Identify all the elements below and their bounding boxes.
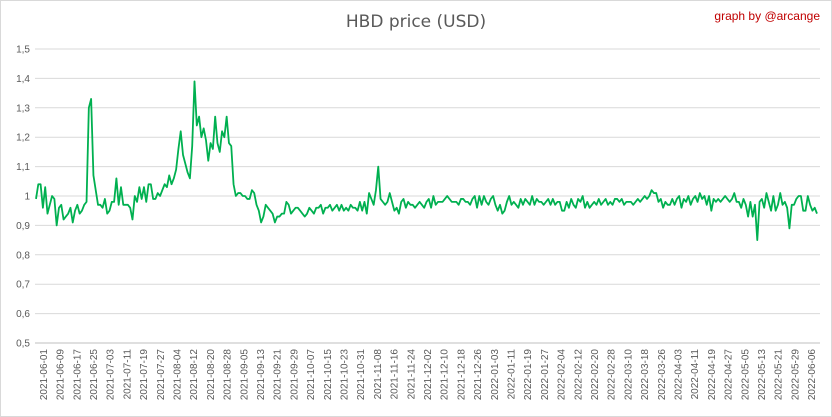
x-tick-label: 2022-02-20 xyxy=(590,349,601,401)
y-tick-label: 1 xyxy=(24,192,30,203)
y-tick-label: 0,7 xyxy=(16,280,30,291)
y-tick-label: 1,4 xyxy=(16,74,30,85)
x-tick-label: 2021-07-03 xyxy=(106,349,117,401)
x-tick-label: 2021-07-11 xyxy=(122,349,133,400)
x-tick-label: 2021-11-08 xyxy=(373,349,384,400)
x-tick-label: 2021-09-05 xyxy=(239,349,250,401)
x-tick-label: 2021-07-27 xyxy=(156,349,167,401)
x-tick-label: 2021-08-12 xyxy=(189,349,200,401)
series-line-hbd-price xyxy=(35,80,818,242)
x-tick-label: 2022-02-04 xyxy=(557,349,568,401)
x-tick-label: 2021-07-19 xyxy=(139,349,150,401)
chart-title: HBD price (USD) xyxy=(345,12,487,32)
x-tick-label: 2021-09-29 xyxy=(289,349,300,401)
x-axis-ticks: 2021-06-01 2021-06-09 2021-06-17 2021-06-25… xyxy=(39,349,818,401)
x-tick-label: 2022-06-06 xyxy=(807,349,818,401)
x-tick-label: 2022-01-19 xyxy=(523,349,534,401)
y-tick-label: 1,3 xyxy=(16,103,30,114)
x-tick-label: 2021-06-01 xyxy=(39,349,50,401)
x-tick-label: 2022-05-29 xyxy=(790,349,801,401)
x-tick-label: 2021-08-28 xyxy=(223,349,234,401)
x-tick-label: 2021-11-16 xyxy=(390,349,401,400)
y-tick-label: 1,5 xyxy=(16,45,30,56)
x-tick-label: 2022-03-18 xyxy=(640,349,651,401)
x-tick-label: 2022-05-05 xyxy=(740,349,751,401)
x-tick-label: 2021-10-23 xyxy=(339,349,350,401)
x-tick-label: 2021-08-20 xyxy=(206,349,217,401)
x-tick-label: 2022-04-19 xyxy=(707,349,718,401)
x-tick-label: 2021-08-04 xyxy=(172,349,183,401)
x-tick-label: 2022-04-03 xyxy=(674,349,685,401)
x-tick-label: 2021-12-10 xyxy=(440,349,451,401)
x-tick-label: 2022-03-26 xyxy=(657,349,668,401)
y-tick-label: 0,5 xyxy=(16,339,30,350)
x-tick-label: 2022-01-11 xyxy=(507,349,518,400)
x-tick-label: 2021-10-15 xyxy=(323,349,334,401)
x-tick-label: 2022-01-03 xyxy=(490,349,501,401)
x-tick-label: 2021-12-02 xyxy=(423,349,434,401)
x-tick-label: 2022-04-11 xyxy=(690,349,701,400)
x-tick-label: 2021-06-17 xyxy=(72,349,83,401)
x-tick-label: 2022-01-27 xyxy=(540,349,551,401)
x-tick-label: 2021-06-09 xyxy=(56,349,67,401)
y-tick-label: 0,8 xyxy=(16,250,30,261)
x-tick-label: 2021-12-26 xyxy=(473,349,484,401)
x-tick-label: 2022-03-10 xyxy=(623,349,634,401)
x-tick-label: 2021-12-18 xyxy=(456,349,467,401)
x-tick-label: 2021-10-07 xyxy=(306,349,317,401)
y-tick-label: 0,6 xyxy=(16,309,30,320)
chart-credit: graph by @arcange xyxy=(714,9,820,23)
x-tick-label: 2022-02-12 xyxy=(573,349,584,401)
x-tick-label: 2021-09-13 xyxy=(256,349,267,401)
x-tick-label: 2022-04-27 xyxy=(724,349,735,401)
y-tick-label: 0,9 xyxy=(16,221,30,232)
x-tick-label: 2021-06-25 xyxy=(89,349,100,401)
y-axis-ticks: 0,5 0,6 0,7 0,8 0,9 1 1,1 1,2 1,3 1,4 1,5 xyxy=(16,45,30,350)
x-tick-label: 2021-11-24 xyxy=(406,349,417,400)
y-tick-label: 1,1 xyxy=(16,162,30,173)
x-tick-label: 2022-05-21 xyxy=(774,349,785,401)
y-tick-label: 1,2 xyxy=(16,133,30,144)
x-tick-label: 2021-10-31 xyxy=(356,349,367,401)
x-tick-label: 2021-09-21 xyxy=(273,349,284,401)
series-layer xyxy=(35,80,818,242)
x-tick-label: 2022-05-13 xyxy=(757,349,768,401)
x-tick-label: 2022-02-28 xyxy=(607,349,618,401)
